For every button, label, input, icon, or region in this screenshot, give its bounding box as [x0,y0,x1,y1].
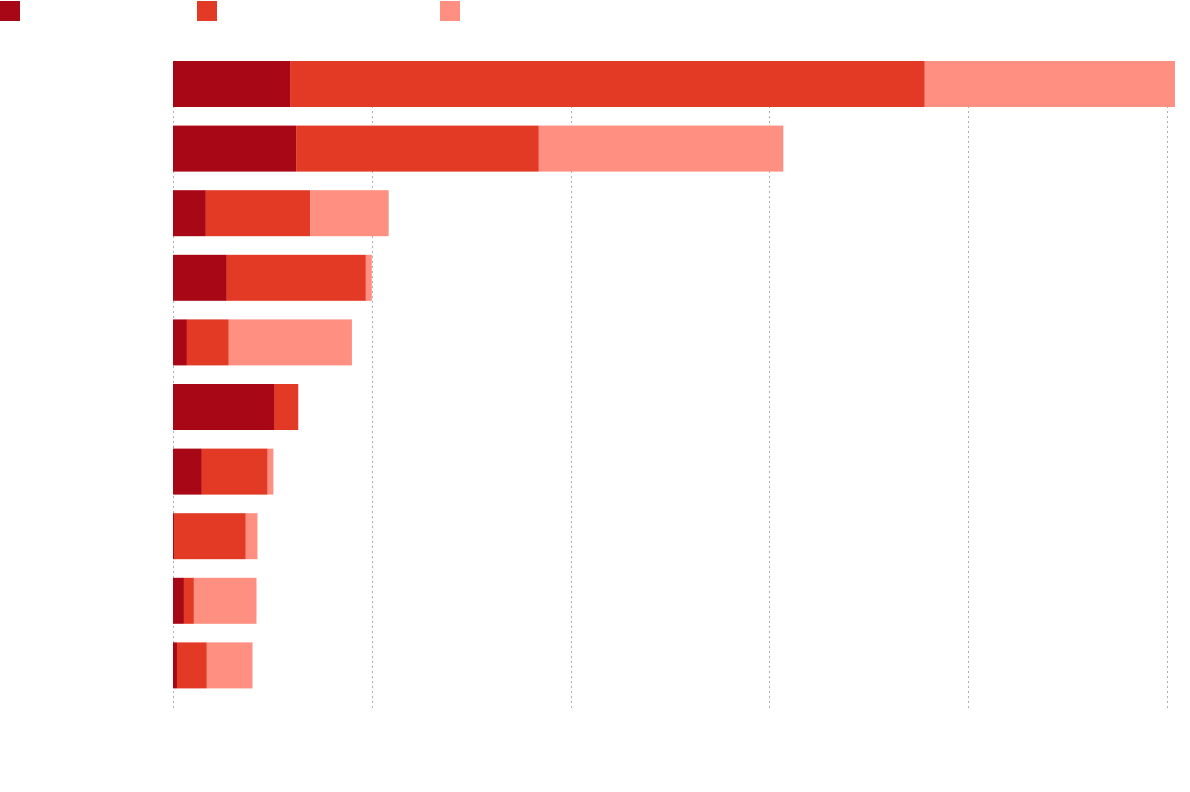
bar-segment-5-1 [274,384,299,430]
bar-segment-1-0 [173,125,297,172]
bar-segment-3-1 [226,254,366,301]
bar-segment-9-2 [206,642,253,689]
bar-segment-2-1 [205,190,311,237]
bars [173,61,1175,689]
bar-segment-4-0 [173,319,187,366]
legend-swatch-2 [440,1,460,21]
bar-segment-5-0 [173,384,275,430]
bar-segment-2-2 [310,190,389,237]
bar-segment-9-1 [176,642,207,689]
bar-segment-2-0 [173,190,206,237]
legend [0,1,460,21]
bar-segment-4-2 [228,319,352,366]
bar-segment-1-1 [296,125,539,172]
bar-segment-7-2 [245,513,258,560]
bar-segment-6-0 [173,448,202,495]
bar-segment-4-1 [186,319,229,366]
bar-segment-1-2 [538,125,784,172]
bar-segment-8-2 [193,577,257,624]
bar-segment-3-0 [173,254,227,301]
bar-segment-0-2 [924,61,1175,107]
legend-swatch-1 [197,1,217,21]
bar-segment-6-2 [267,448,274,495]
bar-segment-7-0 [173,513,174,560]
bar-segment-7-1 [173,513,246,560]
bar-segment-8-0 [173,577,184,624]
bar-segment-0-0 [173,61,291,107]
bar-segment-3-2 [365,254,372,301]
bar-segment-6-1 [201,448,268,495]
bar-segment-9-0 [173,642,177,689]
legend-swatch-0 [0,1,20,21]
bar-segment-8-1 [183,577,194,624]
bar-segment-0-1 [290,61,925,107]
